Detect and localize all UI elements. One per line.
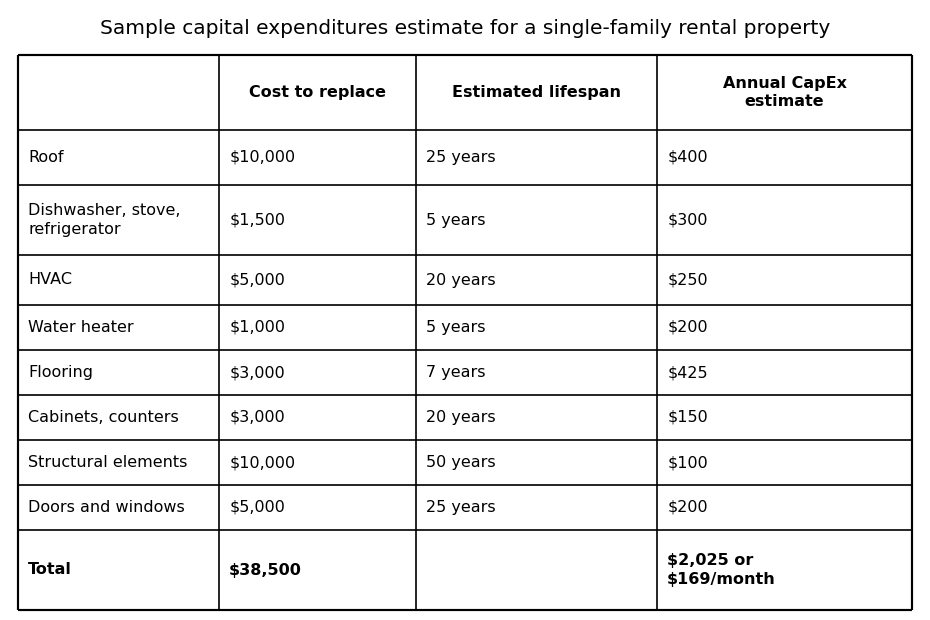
Text: 25 years: 25 years <box>426 500 496 515</box>
Text: $10,000: $10,000 <box>229 150 296 165</box>
Text: Dishwasher, stove,
refrigerator: Dishwasher, stove, refrigerator <box>28 203 180 237</box>
Text: 25 years: 25 years <box>426 150 496 165</box>
Text: $300: $300 <box>667 213 708 228</box>
Text: 5 years: 5 years <box>426 213 485 228</box>
Text: $10,000: $10,000 <box>229 455 296 470</box>
Text: $150: $150 <box>667 410 708 425</box>
Text: Sample capital expenditures estimate for a single-family rental property: Sample capital expenditures estimate for… <box>100 19 830 37</box>
Text: 5 years: 5 years <box>426 320 485 335</box>
Text: $5,000: $5,000 <box>229 273 285 288</box>
Text: $1,000: $1,000 <box>229 320 286 335</box>
Text: Structural elements: Structural elements <box>28 455 187 470</box>
Text: Doors and windows: Doors and windows <box>28 500 185 515</box>
Text: $100: $100 <box>667 455 708 470</box>
Text: Cost to replace: Cost to replace <box>249 85 386 100</box>
Text: $38,500: $38,500 <box>229 562 302 577</box>
Text: Roof: Roof <box>28 150 63 165</box>
Text: $200: $200 <box>667 500 708 515</box>
Text: Total: Total <box>28 562 72 577</box>
Text: Annual CapEx
estimate: Annual CapEx estimate <box>723 76 846 109</box>
Text: $200: $200 <box>667 320 708 335</box>
Text: Estimated lifespan: Estimated lifespan <box>452 85 621 100</box>
Text: $3,000: $3,000 <box>229 365 285 380</box>
Text: Water heater: Water heater <box>28 320 134 335</box>
Text: 20 years: 20 years <box>426 410 496 425</box>
Text: $1,500: $1,500 <box>229 213 286 228</box>
Text: $5,000: $5,000 <box>229 500 285 515</box>
Text: $425: $425 <box>667 365 708 380</box>
Text: 50 years: 50 years <box>426 455 496 470</box>
Text: $250: $250 <box>667 273 708 288</box>
Text: 7 years: 7 years <box>426 365 485 380</box>
Text: 20 years: 20 years <box>426 273 496 288</box>
Text: $2,025 or
$169/month: $2,025 or $169/month <box>667 553 776 587</box>
Text: Cabinets, counters: Cabinets, counters <box>28 410 179 425</box>
Text: $400: $400 <box>667 150 708 165</box>
Text: Flooring: Flooring <box>28 365 93 380</box>
Text: $3,000: $3,000 <box>229 410 285 425</box>
Text: HVAC: HVAC <box>28 273 72 288</box>
